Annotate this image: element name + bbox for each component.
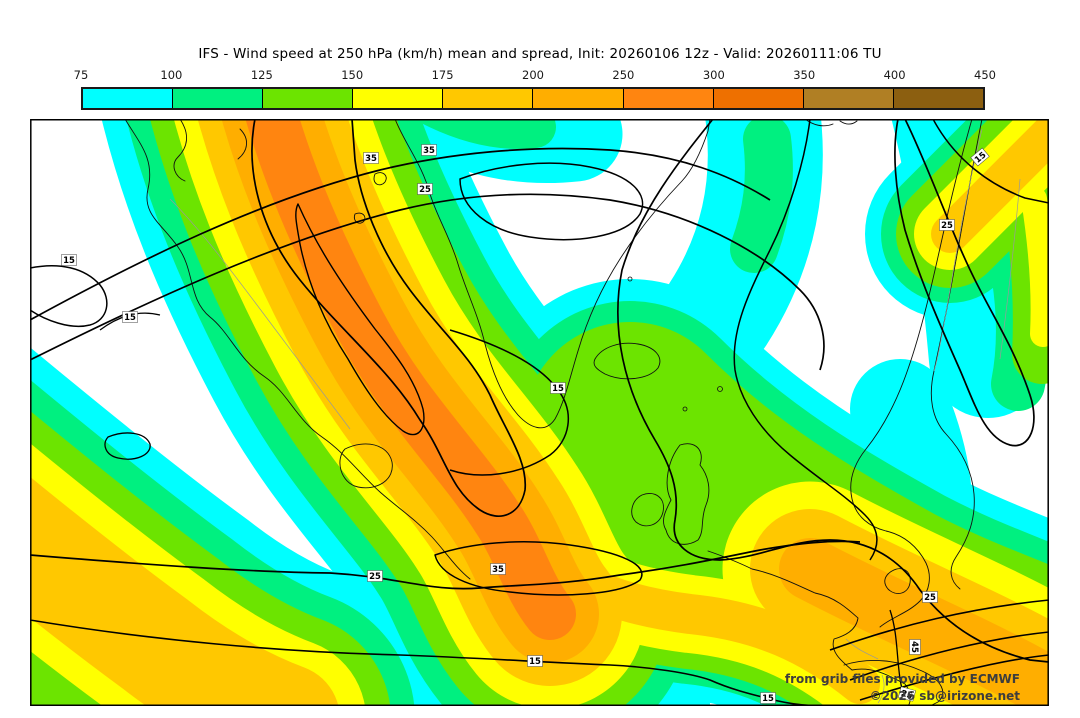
svg-text:25: 25	[369, 572, 381, 582]
contour-label: 25	[898, 686, 916, 702]
contour-label: 35	[363, 152, 379, 164]
contour-label: 25	[367, 570, 383, 582]
colorbar-tick-label: 150	[341, 68, 364, 82]
svg-text:15: 15	[124, 313, 136, 323]
svg-text:25: 25	[900, 689, 914, 702]
colorbar-segment	[712, 89, 803, 108]
colorbar-tick-label: 250	[612, 68, 635, 82]
colorbar-tick-label: 175	[431, 68, 454, 82]
colorbar-tick-label: 300	[702, 68, 725, 82]
contour-label: 15	[527, 655, 543, 667]
contour-label: 15	[550, 382, 566, 394]
colorbar-segment	[532, 89, 623, 108]
contour-label: 35	[490, 563, 506, 575]
svg-text:35: 35	[365, 154, 377, 164]
svg-text:25: 25	[924, 593, 936, 603]
contour-label: 45	[909, 639, 921, 655]
chart-title: IFS - Wind speed at 250 hPa (km/h) mean …	[198, 46, 882, 62]
contour-label: 25	[922, 591, 938, 603]
contour-label: 15	[61, 254, 77, 266]
svg-text:15: 15	[552, 384, 564, 394]
colorbar-segment	[442, 89, 533, 108]
svg-text:15: 15	[63, 256, 75, 266]
colorbar-tick-label: 200	[522, 68, 544, 82]
contour-label: 25	[939, 219, 955, 231]
colorbar-segment	[172, 89, 263, 108]
contour-label: 35	[421, 144, 437, 156]
attribution-copyright: ©2026 sb@irizone.net	[869, 689, 1020, 703]
colorbar-segment	[802, 89, 893, 108]
svg-text:25: 25	[419, 185, 431, 195]
svg-text:45: 45	[909, 641, 919, 653]
colorbar-segment	[262, 89, 353, 108]
colorbar-tick-label: 400	[883, 68, 906, 82]
colorbar-segment	[83, 89, 173, 108]
attribution-source: from grib files provided by ECMWF	[784, 672, 1020, 686]
contour-label: 15	[122, 311, 138, 323]
colorbar-tick-label: 100	[160, 68, 183, 82]
colorbar-tick-label: 350	[793, 68, 816, 82]
svg-text:15: 15	[762, 694, 774, 704]
svg-text:25: 25	[941, 221, 953, 231]
colorbar-tick-row: 75 100 125 150 175 200 250 300 350 400 450	[0, 68, 1080, 84]
colorbar	[81, 87, 985, 110]
colorbar-segment	[352, 89, 443, 108]
svg-text:15: 15	[529, 657, 541, 667]
contour-label: 15	[760, 692, 776, 704]
colorbar-tick-label: 450	[974, 68, 996, 82]
map-canvas: 35 35 25 15 15 15 25 35 15 25 45 25 15 15 25	[30, 119, 1049, 706]
colorbar-segment	[892, 89, 983, 108]
colorbar-tick-label: 75	[73, 68, 89, 82]
colorbar-tick-label: 125	[250, 68, 273, 82]
colorbar-segment	[622, 89, 713, 108]
svg-text:35: 35	[423, 146, 435, 156]
svg-text:35: 35	[492, 565, 504, 575]
contour-label: 25	[417, 183, 433, 195]
